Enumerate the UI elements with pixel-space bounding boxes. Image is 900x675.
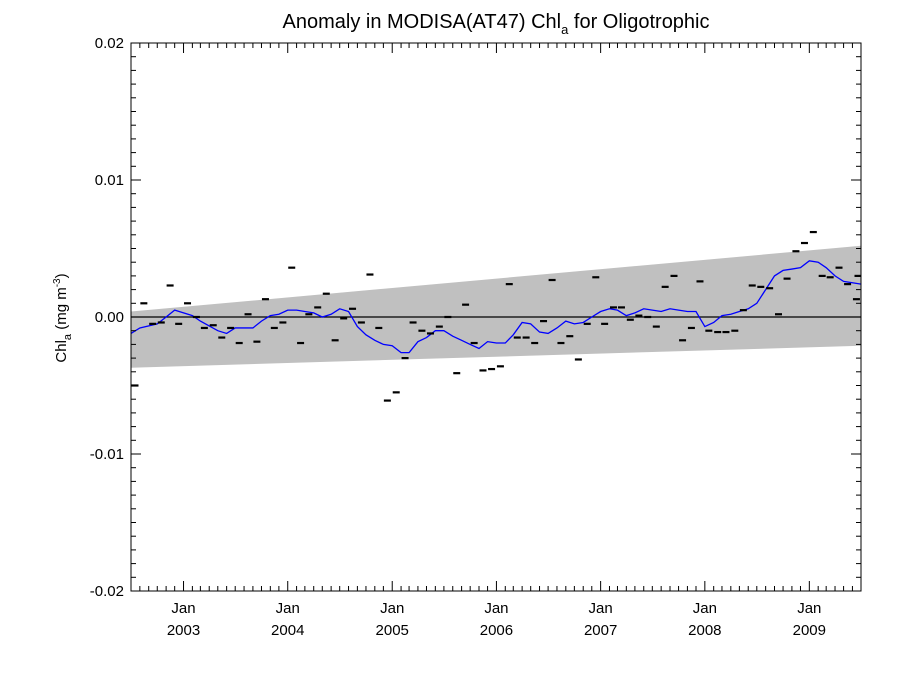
x-tick-label-month: Jan [589, 600, 613, 617]
x-tick-label-year: 2007 [584, 622, 617, 639]
chart-title: Anomaly in MODISA(AT47) Chla for Oligotr… [283, 11, 710, 37]
plot-layer: -0.02 -0.01 0.00 0.01 0.02 Jan 2003 Jan 2004 Jan 2… [90, 35, 862, 639]
x-tick-label-year: 2008 [688, 622, 721, 639]
x-tick-label-month: Jan [380, 600, 404, 617]
chart-title-main: Anomaly in MODISA(AT47) Chl [283, 11, 562, 33]
x-tick-label-year: 2004 [271, 622, 304, 639]
y-tick-label: 0.00 [95, 309, 124, 326]
y-axis-label-subscript: a [62, 333, 74, 340]
x-tick-label-year: 2009 [793, 622, 826, 639]
x-tick-label-year: 2005 [376, 622, 409, 639]
chart-title-subscript: a [561, 22, 569, 37]
y-tick-label: 0.02 [95, 35, 124, 52]
x-tick-label-month: Jan [276, 600, 300, 617]
y-tick-label: -0.02 [90, 583, 124, 600]
uncertainty-band [131, 245, 861, 368]
x-tick-label-month: Jan [484, 600, 508, 617]
y-axis-label-unit-prefix: (mg m [53, 287, 70, 334]
y-axis-label-unit-superscript: -3 [52, 278, 63, 287]
y-tick-label: 0.01 [95, 172, 124, 189]
x-tick-label-year: 2006 [480, 622, 513, 639]
x-tick-label-month: Jan [171, 600, 195, 617]
x-tick-label-month: Jan [797, 600, 821, 617]
x-tick-label-year: 2003 [167, 622, 200, 639]
y-axis-label: Chla (mg m-3) [52, 273, 74, 362]
x-tick-label-month: Jan [693, 600, 717, 617]
y-tick-label: -0.01 [90, 446, 124, 463]
y-axis-label-unit-suffix: ) [53, 273, 70, 278]
chart-title-suffix: for Oligotrophic [568, 11, 709, 33]
y-axis-label-main: Chl [53, 340, 70, 363]
